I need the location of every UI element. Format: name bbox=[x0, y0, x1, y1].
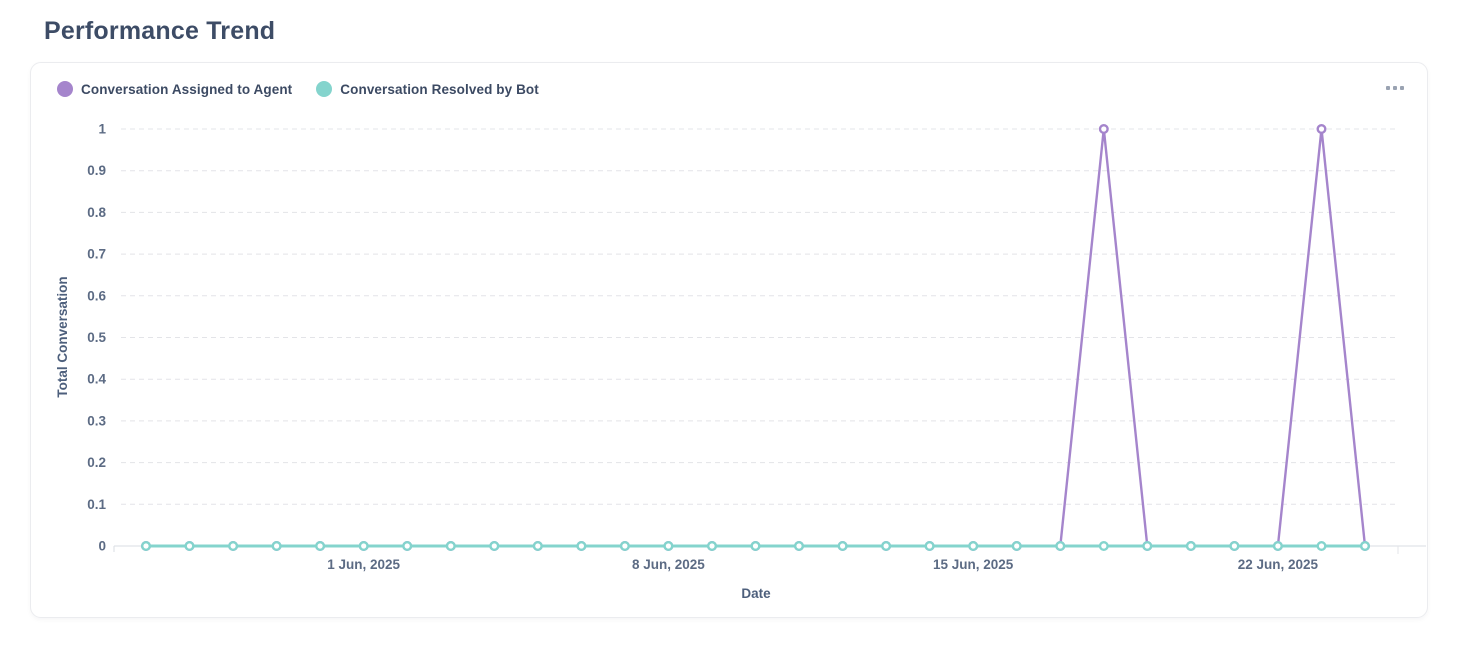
svg-text:0.4: 0.4 bbox=[87, 372, 106, 387]
svg-text:1 Jun, 2025: 1 Jun, 2025 bbox=[327, 557, 400, 572]
svg-text:22 Jun, 2025: 22 Jun, 2025 bbox=[1238, 557, 1319, 572]
svg-text:15 Jun, 2025: 15 Jun, 2025 bbox=[933, 557, 1014, 572]
svg-text:Total Conversation: Total Conversation bbox=[55, 276, 70, 397]
svg-text:0.7: 0.7 bbox=[87, 247, 106, 262]
svg-text:0.5: 0.5 bbox=[87, 330, 106, 345]
performance-trend-card: Conversation Assigned to Agent Conversat… bbox=[30, 62, 1428, 618]
legend-item-assigned-to-agent[interactable]: Conversation Assigned to Agent bbox=[57, 81, 292, 97]
legend-dot-assigned-icon bbox=[57, 81, 73, 97]
svg-text:0: 0 bbox=[98, 539, 106, 554]
svg-text:Date: Date bbox=[741, 586, 771, 601]
legend-dot-resolved-icon bbox=[316, 81, 333, 97]
legend-label-resolved: Conversation Resolved by Bot bbox=[340, 81, 539, 97]
svg-text:0.3: 0.3 bbox=[87, 413, 106, 428]
legend-label-assigned: Conversation Assigned to Agent bbox=[81, 81, 293, 97]
svg-text:0.9: 0.9 bbox=[87, 163, 106, 178]
svg-text:8 Jun, 2025: 8 Jun, 2025 bbox=[632, 557, 705, 572]
svg-text:0.8: 0.8 bbox=[87, 205, 106, 220]
svg-text:0.6: 0.6 bbox=[87, 288, 106, 303]
page-title: Performance Trend bbox=[44, 17, 276, 45]
performance-trend-chart[interactable]: 0 0.1 0.2 0.3 0.4 0.5 0.6 0.7 0.8 0.9 1 1 Jun, 2025… bbox=[31, 63, 1427, 617]
svg-text:0.1: 0.1 bbox=[87, 497, 106, 512]
svg-text:1: 1 bbox=[98, 122, 106, 137]
svg-text:0.2: 0.2 bbox=[87, 455, 106, 470]
chart-legend: Conversation Assigned to Agent Conversat… bbox=[57, 81, 539, 97]
legend-item-resolved-by-bot[interactable]: Conversation Resolved by Bot bbox=[316, 81, 539, 97]
ellipsis-menu-icon[interactable] bbox=[1383, 83, 1407, 93]
